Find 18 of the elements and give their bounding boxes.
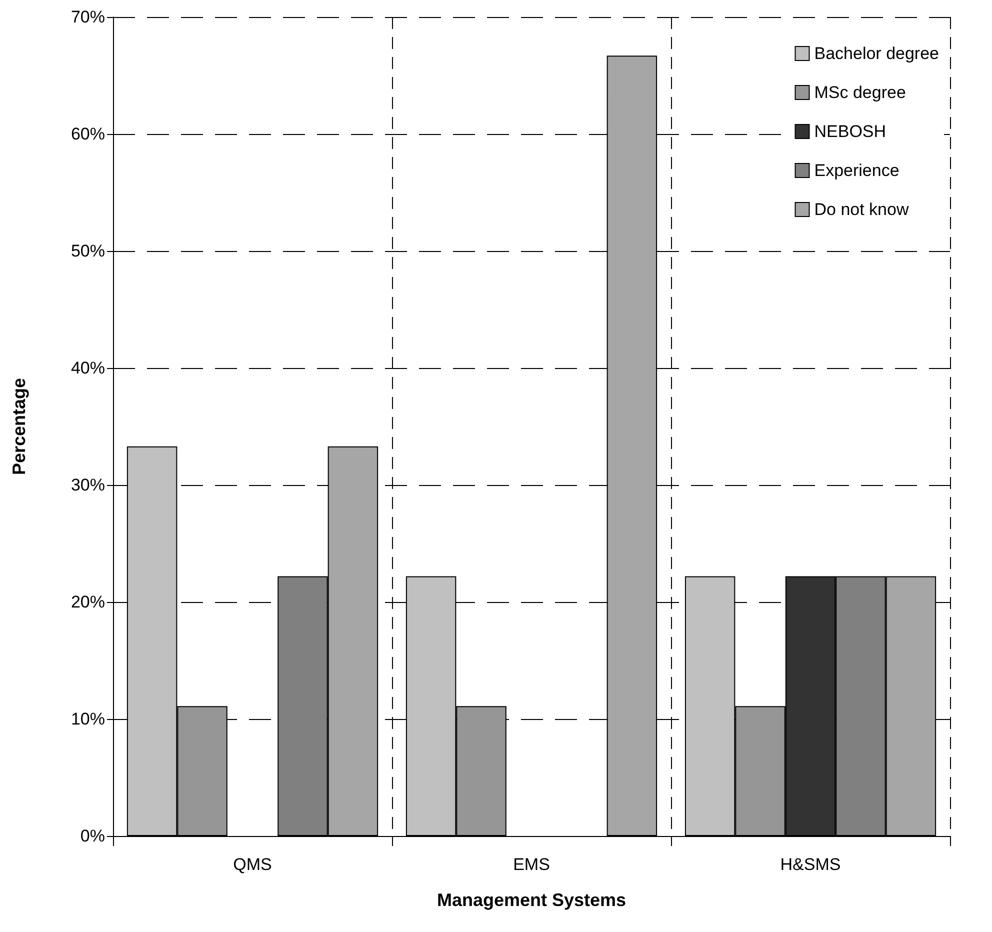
legend-label: Do not know — [814, 200, 910, 219]
y-tick-label: 60% — [70, 124, 105, 144]
y-tick-label: 40% — [70, 358, 105, 378]
legend-label: Experience — [814, 161, 900, 180]
y-tick-label: 70% — [70, 8, 105, 26]
y-tick-label: 30% — [70, 476, 105, 494]
legend-label: Bachelor degree — [814, 44, 940, 63]
y-tick-label: 20% — [70, 592, 105, 612]
legend-label: NEBOSH — [814, 122, 886, 141]
x-tick-label: EMS — [513, 855, 550, 874]
y-tick-label: 50% — [70, 242, 105, 260]
x-tick-label: H&SMS — [780, 855, 841, 874]
x-tick-label: QMS — [233, 855, 272, 874]
y-tick-label: 10% — [70, 710, 105, 728]
y-tick-label: 0% — [80, 826, 105, 846]
legend-label: MSc degree — [814, 83, 906, 102]
y-axis-title: Percentage — [9, 378, 29, 476]
x-axis-title: Management Systems — [436, 890, 626, 910]
